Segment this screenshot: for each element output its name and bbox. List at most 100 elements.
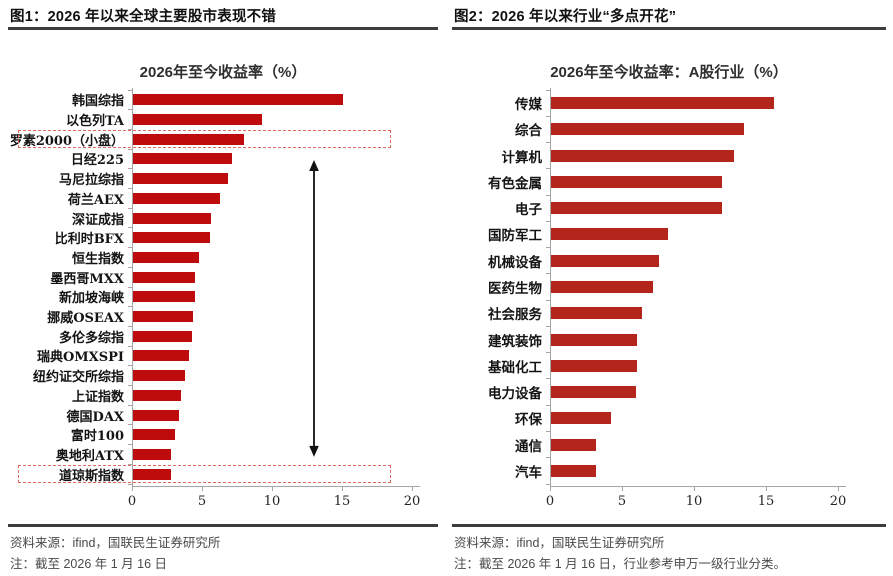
y-axis-tick: [546, 457, 550, 459]
bar-row: 社会服务: [452, 300, 882, 326]
figure1-footer-divider: [8, 524, 438, 527]
highlight-dashed-box: [18, 130, 391, 149]
y-axis-tick: [546, 325, 550, 327]
x-axis-tick: [550, 487, 551, 492]
y-axis-tick: [128, 404, 132, 406]
x-axis: [132, 486, 420, 487]
category-label: 上证指数: [71, 389, 124, 405]
y-axis-tick: [128, 128, 132, 130]
bar-row: 新加坡海峡: [8, 287, 432, 307]
bar-row: 以色列TA: [8, 110, 432, 130]
bar-row: 罗素2000（小盘）: [8, 129, 432, 149]
bar-row: 奥地利ATX: [8, 445, 432, 465]
y-axis-tick: [546, 352, 550, 354]
bar: [133, 468, 171, 480]
x-tick-label: 20: [829, 494, 847, 510]
bar: [133, 232, 210, 244]
category-label: 富时100: [70, 429, 124, 445]
y-axis-tick: [128, 483, 132, 485]
category-label: 社会服务: [488, 307, 542, 324]
figure1-panel: 图1：2026 年以来全球主要股市表现不错 2026年至今收益率（%） 韩国综指…: [8, 0, 438, 576]
y-axis: [132, 88, 133, 486]
bar: [133, 350, 189, 362]
bar-row: 道琼斯指数: [8, 464, 432, 484]
category-label: 机械设备: [488, 254, 542, 271]
figure2-caption: 图2：2026 年以来行业“多点开花”: [454, 9, 677, 25]
y-axis-tick: [128, 207, 132, 209]
bar: [133, 311, 194, 323]
x-axis-tick: [272, 487, 273, 491]
bar-row: 通信: [452, 432, 882, 458]
bar: [551, 386, 636, 399]
category-label: 纽约证交所综指: [32, 370, 124, 386]
bar: [551, 412, 612, 425]
bar: [133, 389, 181, 401]
y-axis-tick: [546, 220, 550, 222]
bar-row: 多伦多综指: [8, 326, 432, 346]
y-axis-tick: [546, 89, 550, 91]
category-label: 建筑装饰: [488, 333, 542, 350]
y-axis-tick: [546, 115, 550, 117]
category-label: 德国DAX: [66, 409, 124, 425]
bar: [551, 281, 654, 293]
bar: [551, 175, 723, 188]
bar: [133, 212, 212, 224]
bar-row: 瑞典OMXSPI: [8, 346, 432, 366]
y-axis-tick: [546, 299, 550, 301]
bar: [551, 97, 775, 110]
category-label: 国防军工: [488, 228, 542, 245]
y-axis-tick: [546, 247, 550, 249]
x-tick-label: 0: [545, 494, 555, 510]
y-axis-tick: [546, 142, 550, 144]
category-label: 多伦多综指: [58, 330, 124, 346]
figure2-caption-divider: [452, 27, 886, 30]
category-label: 基础化工: [488, 359, 542, 376]
bar-row: 上证指数: [8, 386, 432, 406]
figure2-note: 注：截至 2026 年 1 月 16 日，行业参考申万一级行业分类。: [454, 557, 787, 571]
x-tick-label: 15: [333, 494, 351, 509]
category-label: 马尼拉综指: [58, 173, 124, 189]
bar-row: 墨西哥MXX: [8, 267, 432, 287]
y-axis-tick: [128, 306, 132, 308]
y-axis-tick: [546, 168, 550, 170]
y-axis-tick: [128, 109, 132, 111]
category-label: 环保: [515, 412, 542, 429]
category-label: 医药生物: [488, 281, 542, 297]
category-label: 奥地利ATX: [55, 448, 124, 464]
y-axis-tick: [128, 89, 132, 91]
bar-row: 有色金属: [452, 169, 882, 195]
y-axis-tick: [128, 345, 132, 347]
bar-row: 挪威OSEAX: [8, 307, 432, 327]
figure2-panel: 图2：2026 年以来行业“多点开花” 2026年至今收益率：A股行业（%） 传…: [452, 0, 886, 576]
x-tick-label: 10: [685, 494, 703, 510]
bar-row: 基础化工: [452, 353, 882, 379]
bar: [551, 307, 642, 320]
y-axis-tick: [128, 227, 132, 229]
bar: [551, 202, 723, 215]
bar: [133, 114, 262, 126]
bar-row: 纽约证交所综指: [8, 366, 432, 386]
bar: [133, 153, 233, 165]
category-label: 罗素2000（小盘）: [9, 133, 124, 149]
y-axis-tick: [128, 148, 132, 150]
bar-row: 建筑装饰: [452, 326, 882, 352]
category-label: 电子: [515, 202, 542, 219]
y-axis-tick: [546, 431, 550, 432]
bar-row: 深证成指: [8, 208, 432, 228]
bar-row: 汽车: [452, 458, 882, 484]
bar-row: 富时100: [8, 425, 432, 445]
category-label: 以色列TA: [65, 114, 124, 130]
figure1-note: 注：截至 2026 年 1 月 16 日: [10, 557, 168, 571]
bar-row: 德国DAX: [8, 405, 432, 425]
bar-row: 恒生指数: [8, 248, 432, 268]
category-label: 有色金属: [488, 175, 542, 192]
y-axis: [550, 88, 551, 487]
y-axis-tick: [546, 378, 550, 380]
y-axis-tick: [128, 247, 132, 249]
bar: [551, 123, 744, 136]
figure1-source: 资料来源：ifind，国联民生证券研究所: [10, 536, 221, 550]
x-tick-label: 20: [403, 494, 421, 509]
bar-row: 马尼拉综指: [8, 169, 432, 189]
category-label: 韩国综指: [71, 94, 124, 110]
